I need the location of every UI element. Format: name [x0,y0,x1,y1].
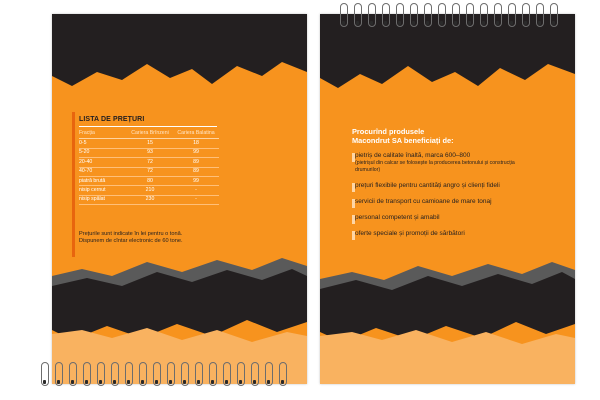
price-cell: 18 [173,138,219,149]
price-cell: 72 [127,157,173,168]
price-cell: 99 [173,176,219,187]
price-cell: 99 [173,148,219,159]
benefit-marker [352,199,355,208]
benefit-item-prices: prețuri flexibile pentru cantități angro… [355,182,500,189]
spiral-coil-icon [535,3,544,29]
benefit-marker [352,153,355,162]
fraction-cell: 20-40 [79,157,127,168]
benefit-subtext: (pietrișul din calcar se folosește la pr… [355,160,515,173]
price-list-accent-bar [72,112,75,257]
spiral-coil-icon [409,3,418,29]
spiral-coil-icon [208,362,217,388]
header-fraction: Fracția [79,128,127,140]
header-balatina: Cariera Balatina [173,128,219,140]
price-cell: - [173,185,219,196]
benefit-marker [352,183,355,192]
right-mountain-background [320,14,575,384]
table-row: nisip cernut 210 - [79,185,219,196]
spiral-coil-icon [353,3,362,29]
spiral-coil-icon [367,3,376,29]
price-cell: 89 [173,167,219,178]
spiral-coil-icon [40,362,49,388]
table-row: 40-70 72 89 [79,167,219,178]
right-spiral-binding [339,3,563,31]
price-cell: 15 [127,138,173,149]
fraction-cell: nisip spălat [79,195,127,206]
price-cell: 230 [127,195,173,206]
table-row: 5-20 93 99 [79,148,219,159]
fraction-cell: nisip cernut [79,185,127,196]
left-spiral-binding [40,362,292,390]
spiral-coil-icon [124,362,133,388]
benefits-title-line1: Procurînd produsele [352,127,425,136]
right-notebook-page [320,14,575,384]
benefits-title: Procurînd produsele Macondrut SA benefic… [352,127,522,146]
spiral-coil-icon [437,3,446,29]
spiral-coil-icon [82,362,91,388]
spiral-coil-icon [152,362,161,388]
fraction-cell: piatră brută [79,176,127,187]
price-note: Prețurile sunt indicate în lei pentru o … [79,231,224,246]
price-cell: - [173,195,219,206]
price-cell: 80 [127,176,173,187]
price-cell: 210 [127,185,173,196]
spiral-coil-icon [264,362,273,388]
spiral-coil-icon [423,3,432,29]
fraction-cell: 5-20 [79,148,127,159]
spiral-coil-icon [395,3,404,29]
fraction-cell: 0-5 [79,138,127,149]
spiral-coil-icon [236,362,245,388]
price-cell: 93 [127,148,173,159]
spiral-coil-icon [381,3,390,29]
spiral-coil-icon [278,362,287,388]
price-note-line1: Prețurile sunt indicate în lei pentru o … [79,231,183,237]
spiral-coil-icon [339,3,348,29]
benefit-item-offers: oferte speciale și promoții de sărbători [355,230,465,237]
price-note-line2: Dispunem de cîntar electronic de 60 tone… [79,238,183,245]
spiral-coil-icon [54,362,63,388]
spiral-coil-icon [222,362,231,388]
spiral-coil-icon [451,3,460,29]
spiral-coil-icon [110,362,119,388]
spiral-coil-icon [493,3,502,29]
header-brinzeni: Cariera Brînzeni [127,128,173,140]
benefit-marker [352,231,355,240]
spiral-coil-icon [479,3,488,29]
price-cell: 72 [127,167,173,178]
benefits-title-line2: Macondrut SA beneficiați de: [352,136,454,146]
price-table: Fracția Cariera Brînzeni Cariera Balatin… [79,128,219,206]
price-title-divider [79,126,217,127]
spiral-coil-icon [521,3,530,29]
table-row: 0-5 15 18 [79,138,219,149]
spiral-coil-icon [166,362,175,388]
benefit-text: pietriș de calitate înaltă, marca 600–80… [355,152,471,159]
spiral-coil-icon [194,362,203,388]
fraction-cell: 40-70 [79,167,127,178]
spiral-coil-icon [507,3,516,29]
table-row: 20-40 72 89 [79,157,219,168]
spiral-coil-icon [250,362,259,388]
benefit-marker [352,215,355,224]
spiral-coil-icon [68,362,77,388]
benefit-item-quality: pietriș de calitate înaltă, marca 600–80… [355,152,525,173]
price-table-header-row: Fracția Cariera Brînzeni Cariera Balatin… [79,128,219,140]
spiral-coil-icon [180,362,189,388]
table-row: piatră brută 80 99 [79,176,219,187]
price-cell: 89 [173,157,219,168]
price-list-title: LISTA DE PREȚURI [79,116,145,123]
spiral-coil-icon [465,3,474,29]
spiral-coil-icon [96,362,105,388]
benefit-item-staff: personal competent și amabil [355,214,440,221]
spiral-coil-icon [549,3,558,29]
spiral-coil-icon [138,362,147,388]
table-row: nisip spălat 230 - [79,195,219,206]
benefit-item-transport: servicii de transport cu camioane de mar… [355,198,492,205]
